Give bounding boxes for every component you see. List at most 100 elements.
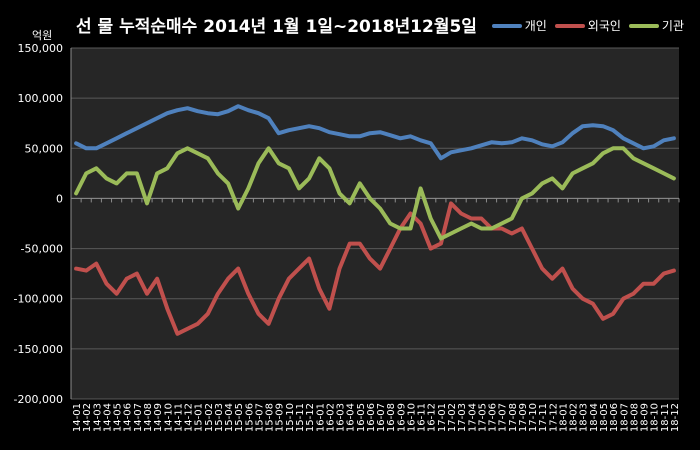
data-point-series-0: [631, 141, 636, 145]
data-point-series-0: [246, 108, 250, 112]
data-point-series-0: [216, 112, 220, 116]
data-point-series-1: [216, 292, 220, 296]
data-point-series-0: [449, 150, 453, 154]
data-point-series-0: [641, 146, 646, 150]
data-point-series-1: [84, 269, 88, 273]
x-tick-label: 18-05: [599, 403, 610, 432]
data-point-series-0: [469, 146, 473, 150]
x-tick-label: 18-01: [558, 403, 569, 432]
x-tick-label: 16-12: [427, 403, 438, 432]
data-point-series-1: [348, 242, 352, 246]
x-tick-label: 15-05: [234, 403, 245, 432]
data-point-series-0: [459, 148, 463, 152]
x-tick-label: 14-10: [163, 403, 174, 432]
x-tick-label: 14-09: [153, 403, 164, 432]
data-point-series-2: [84, 171, 88, 175]
data-point-series-2: [185, 146, 190, 150]
data-point-series-2: [236, 206, 240, 211]
data-point-series-1: [337, 267, 342, 271]
data-point-series-2: [500, 221, 504, 226]
data-point-series-0: [348, 134, 352, 138]
data-point-series-0: [94, 146, 98, 150]
data-point-series-1: [611, 312, 615, 316]
x-tick-label: 14-03: [92, 403, 103, 432]
data-point-series-2: [337, 191, 342, 195]
data-point-series-1: [621, 297, 625, 301]
data-point-series-2: [550, 176, 554, 180]
data-point-series-1: [226, 277, 230, 281]
x-tick-label: 14-08: [143, 403, 154, 432]
data-point-series-1: [236, 267, 240, 271]
data-point-series-1: [520, 226, 524, 231]
data-point-series-1: [601, 317, 605, 321]
data-point-series-2: [317, 156, 321, 160]
x-tick-label: 16-01: [315, 403, 326, 432]
x-tick-label: 17-02: [447, 403, 458, 432]
data-point-series-1: [662, 272, 666, 276]
data-point-series-1: [378, 267, 382, 271]
x-tick-label: 18-06: [609, 403, 620, 432]
x-tick-label: 17-10: [528, 403, 539, 432]
data-point-series-2: [621, 146, 625, 150]
data-point-series-2: [398, 226, 402, 231]
y-tick-label: 50,000: [25, 142, 64, 155]
data-point-series-1: [672, 269, 676, 273]
x-tick-label: 18-12: [670, 403, 681, 432]
x-tick-label: 14-12: [184, 403, 195, 432]
data-point-series-2: [115, 181, 119, 185]
x-tick-label: 14-11: [173, 403, 184, 432]
data-point-series-2: [175, 151, 179, 155]
data-point-series-1: [297, 267, 301, 271]
data-point-series-0: [500, 141, 504, 145]
data-point-series-2: [581, 166, 585, 170]
data-point-series-1: [510, 231, 514, 236]
x-tick-label: 18-09: [640, 403, 651, 432]
data-point-series-2: [145, 201, 149, 205]
x-tick-label: 17-07: [498, 403, 509, 432]
data-point-series-0: [550, 144, 554, 148]
data-point-series-0: [287, 128, 291, 132]
data-point-series-1: [530, 247, 534, 251]
x-tick-label: 17-09: [518, 403, 529, 432]
x-tick-label: 17-03: [457, 403, 468, 432]
data-point-series-2: [358, 181, 362, 185]
legend-swatch-institution: [628, 23, 659, 28]
data-point-series-0: [226, 109, 230, 113]
data-point-series-2: [378, 206, 382, 211]
data-point-series-2: [267, 146, 271, 150]
data-point-series-1: [641, 282, 646, 286]
data-point-series-0: [256, 111, 261, 115]
data-point-series-2: [388, 221, 392, 226]
x-tick-label: 14-01: [72, 403, 83, 432]
series-line-2: [74, 146, 676, 241]
y-tick-label: -200,000: [14, 393, 63, 406]
x-tick-label: 14-04: [102, 403, 113, 432]
x-tick-label: 16-08: [386, 403, 397, 432]
data-point-series-1: [571, 287, 575, 291]
data-point-series-0: [327, 130, 331, 134]
data-point-series-1: [74, 267, 78, 271]
data-point-series-2: [348, 201, 352, 205]
legend-swatch-individual: [491, 23, 522, 28]
data-point-series-2: [662, 171, 666, 175]
data-point-series-0: [540, 142, 544, 146]
x-tick-label: 17-04: [467, 403, 478, 432]
series-line-0: [74, 104, 676, 161]
data-point-series-0: [591, 123, 595, 127]
data-point-series-2: [540, 181, 544, 185]
x-tick-label: 17-08: [508, 403, 519, 432]
data-point-series-2: [125, 171, 129, 175]
data-point-series-0: [74, 141, 78, 145]
data-point-series-2: [196, 151, 200, 155]
data-point-series-2: [459, 226, 463, 231]
data-point-series-0: [419, 138, 423, 142]
data-point-series-2: [611, 146, 615, 150]
data-point-series-1: [581, 297, 585, 301]
data-point-series-1: [550, 277, 554, 281]
x-tick-label: 16-11: [417, 403, 428, 432]
data-point-series-0: [571, 131, 575, 135]
x-tick-label: 16-05: [356, 403, 367, 432]
chart-title: 선 물 누적순매수 2014년 1월 1일~2018년12월5일: [76, 17, 477, 37]
data-point-series-0: [175, 108, 179, 112]
data-point-series-1: [125, 277, 129, 281]
